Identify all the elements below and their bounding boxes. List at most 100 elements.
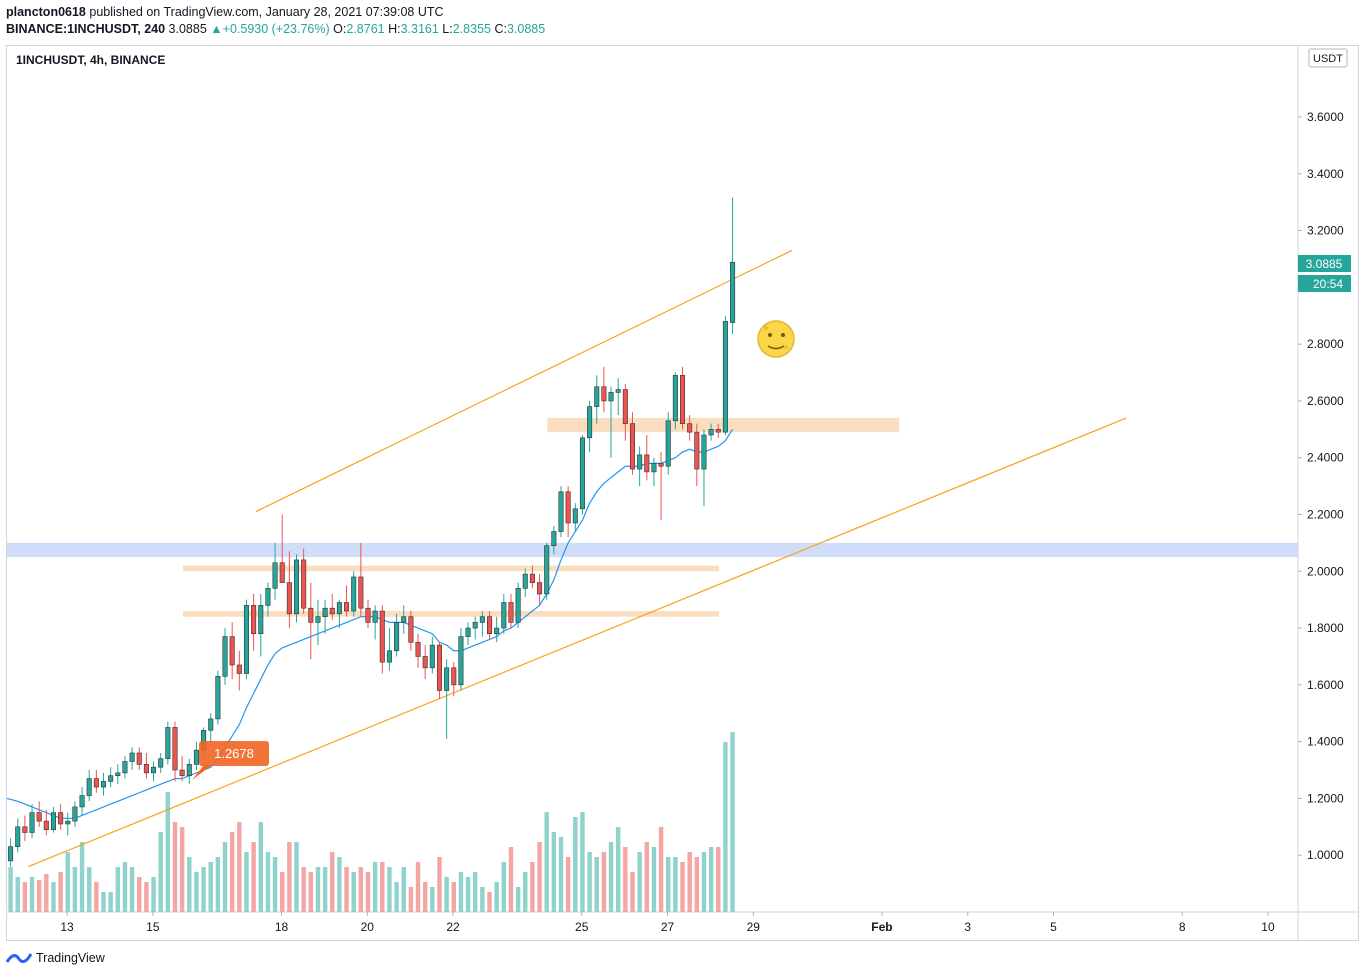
- candle-body: [715, 429, 721, 433]
- candle-body: [351, 576, 357, 612]
- volume-bar: [530, 862, 535, 912]
- volume-bar: [601, 852, 607, 912]
- volume-bar: [558, 837, 564, 912]
- candle: [186, 758, 192, 785]
- candle-body: [594, 386, 600, 407]
- time-axis[interactable]: 13 15 18 20 22 25 27 29 Feb 3 5 8 10: [60, 912, 1275, 934]
- volume-bar: [422, 882, 428, 912]
- volume-bar: [79, 842, 85, 912]
- candle-body: [179, 769, 185, 777]
- chart-frame: [6, 45, 1359, 941]
- candle: [637, 446, 643, 487]
- candle-body: [508, 602, 514, 623]
- candle-body: [372, 610, 378, 623]
- volume-bar: [415, 862, 421, 912]
- volume-bar: [65, 852, 70, 912]
- close-value: 3.0885: [506, 22, 546, 36]
- volume-bar: [15, 877, 20, 912]
- candle: [436, 642, 442, 700]
- volume-bar: [251, 842, 256, 912]
- price-axis[interactable]: 1.0000 1.2000 1.4000 1.6000 1.8000 2.0000 2.20…: [1298, 110, 1344, 862]
- candle-body: [487, 616, 493, 635]
- candle-body: [29, 812, 35, 833]
- candle-body: [694, 431, 700, 470]
- candle-body: [622, 389, 628, 424]
- candle: [629, 412, 636, 475]
- currency-badge[interactable]: USDT: [1308, 48, 1348, 68]
- candle-body: [158, 758, 164, 768]
- candle-body: [730, 261, 736, 323]
- candle: [651, 457, 657, 487]
- volume-bar: [72, 867, 78, 912]
- tradingview-brand: TradingView: [36, 951, 105, 965]
- trendlines[interactable]: [28, 249, 1127, 868]
- candle-body: [415, 641, 421, 657]
- price-tick-label: 2.0000: [1307, 564, 1344, 578]
- candle: [15, 818, 21, 853]
- volume-bar: [730, 732, 735, 912]
- volume-bar: [637, 852, 642, 912]
- volume-bar: [222, 842, 228, 912]
- low-value: 2.8355: [452, 22, 491, 36]
- publish-info: plancton0618 published on TradingView.co…: [6, 4, 444, 20]
- ema-line: [6, 428, 734, 819]
- price-tick-label: 1.6000: [1307, 678, 1344, 692]
- volume-bar: [115, 867, 121, 912]
- candle: [715, 423, 721, 438]
- candle: [408, 611, 414, 651]
- candle-body: [315, 616, 321, 623]
- candle: [515, 582, 521, 629]
- candle-body: [587, 406, 593, 439]
- candle-body: [379, 610, 385, 663]
- volume-bar: [58, 872, 63, 912]
- volume-bar: [465, 877, 471, 912]
- candle: [222, 628, 228, 685]
- volume-bar: [537, 842, 542, 912]
- last-price: 3.0885: [168, 22, 207, 36]
- high-label: H:: [388, 22, 401, 36]
- candle: [143, 752, 149, 779]
- volume-bar: [451, 882, 456, 912]
- candle-body: [193, 749, 199, 765]
- volume-bar: [615, 827, 621, 912]
- candle-body: [465, 627, 471, 637]
- volume-bar: [380, 862, 385, 912]
- volume-bar: [623, 847, 628, 912]
- volume-bar: [51, 882, 56, 912]
- candle: [36, 801, 42, 827]
- volume-bar: [544, 812, 549, 912]
- candle: [115, 764, 121, 785]
- candle-body: [301, 559, 307, 609]
- candle: [322, 599, 328, 634]
- candle: [551, 525, 557, 555]
- candle: [208, 713, 214, 742]
- volume-bar: [94, 882, 99, 912]
- volume-bars: [8, 732, 735, 912]
- candle-body: [672, 375, 678, 422]
- candle-body: [365, 607, 371, 623]
- candle: [329, 593, 335, 620]
- volume-bar: [372, 862, 378, 912]
- tradingview-footer[interactable]: TradingView: [6, 950, 105, 966]
- ema-polyline: [6, 428, 734, 819]
- volume-bar: [279, 872, 285, 912]
- volume-bar: [179, 827, 185, 912]
- candle: [193, 741, 199, 771]
- volume-bar: [358, 867, 364, 912]
- candle: [672, 372, 678, 430]
- candle-body: [186, 764, 192, 777]
- volume-bar: [430, 887, 435, 912]
- candle-body: [108, 775, 114, 782]
- author-name[interactable]: plancton0618: [6, 5, 86, 19]
- candle-body: [122, 761, 128, 774]
- candle: [665, 412, 671, 475]
- annotation-badge[interactable]: 1.2678: [192, 741, 269, 780]
- open-value: 2.8761: [346, 22, 385, 36]
- price-tick-label: 2.6000: [1307, 394, 1344, 408]
- candle: [86, 770, 92, 802]
- candle-body: [651, 463, 657, 473]
- candle-body: [86, 778, 92, 796]
- volume-bar: [337, 857, 342, 912]
- candle-body: [58, 812, 64, 825]
